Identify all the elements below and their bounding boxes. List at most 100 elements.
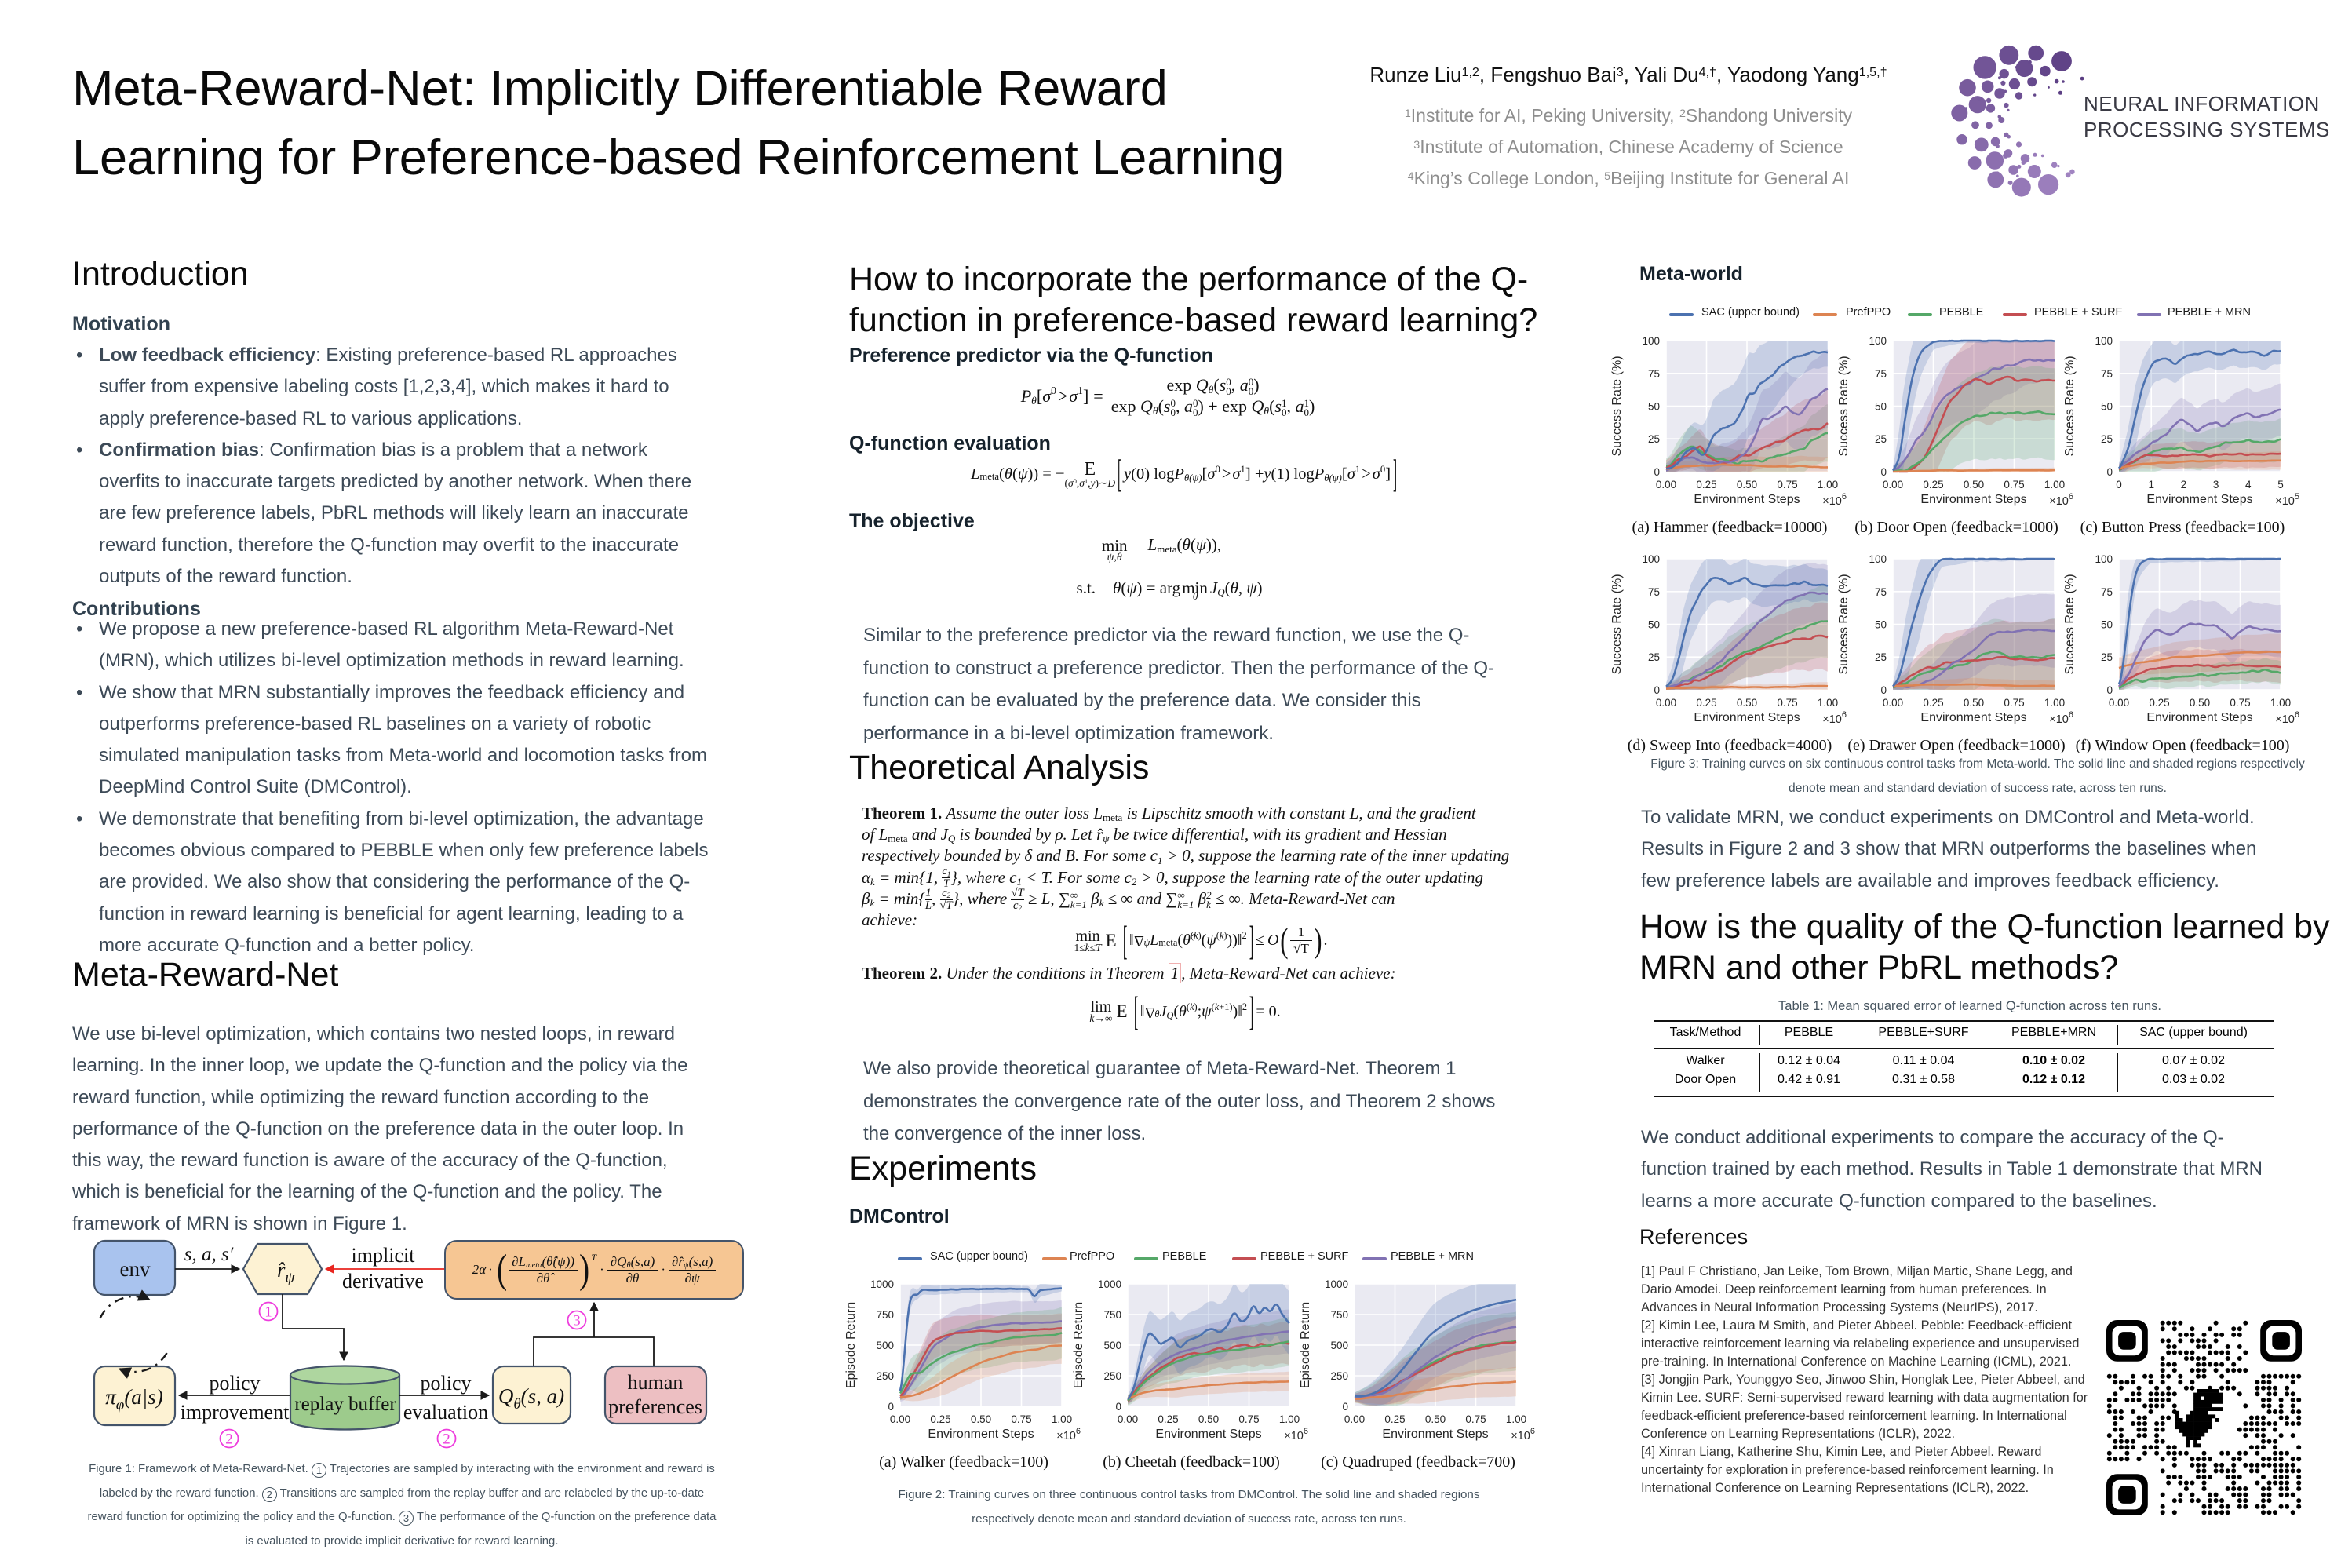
svg-text:1.00: 1.00: [1818, 479, 1838, 490]
svg-text:100: 100: [1869, 553, 1887, 565]
svg-text:×106: ×106: [2275, 710, 2299, 726]
svg-text:policy: policy: [421, 1372, 472, 1395]
svg-text:25: 25: [1648, 651, 1660, 663]
svg-text:0.00: 0.00: [1883, 479, 1903, 490]
svg-text:75: 75: [2101, 368, 2113, 380]
svg-text:0.75: 0.75: [1777, 697, 1797, 709]
svg-text:100: 100: [1642, 553, 1660, 565]
svg-text:500: 500: [1330, 1340, 1348, 1351]
svg-text:0: 0: [1880, 466, 1887, 478]
svg-text:×106: ×106: [1284, 1427, 1308, 1442]
svg-text:Success Rate (%): Success Rate (%): [1610, 356, 1624, 456]
svg-text:2: 2: [443, 1431, 450, 1448]
svg-text:Environment Steps: Environment Steps: [1920, 711, 2026, 724]
svg-text:25: 25: [2101, 651, 2113, 663]
svg-text:250: 250: [1103, 1370, 1121, 1382]
svg-text:0.25: 0.25: [1384, 1413, 1405, 1425]
svg-text:0.00: 0.00: [1656, 697, 1676, 709]
svg-text:0: 0: [1654, 684, 1660, 696]
svg-text:0.00: 0.00: [1656, 479, 1676, 490]
svg-text:0: 0: [2106, 684, 2113, 696]
svg-text:replay buffer: replay buffer: [294, 1394, 396, 1415]
svg-text:(d) Sweep Into (feedback=4000): (d) Sweep Into (feedback=4000): [1628, 737, 1832, 754]
svg-text:0.25: 0.25: [930, 1413, 950, 1425]
svg-text:Episode Return: Episode Return: [1072, 1302, 1085, 1388]
svg-text:0.00: 0.00: [890, 1413, 910, 1425]
svg-text:1: 1: [2148, 479, 2154, 490]
svg-text:derivative: derivative: [342, 1270, 424, 1293]
svg-text:50: 50: [1648, 619, 1660, 631]
svg-text:0.50: 0.50: [1737, 479, 1757, 490]
svg-text:0.25: 0.25: [1158, 1413, 1178, 1425]
svg-text:1.00: 1.00: [2044, 479, 2065, 490]
svg-text:human: human: [628, 1371, 684, 1394]
svg-text:75: 75: [1648, 368, 1660, 380]
svg-text:Success Rate (%): Success Rate (%): [1837, 356, 1851, 456]
svg-text:0: 0: [2106, 466, 2113, 478]
svg-text:75: 75: [2101, 586, 2113, 598]
svg-text:0.50: 0.50: [2190, 697, 2210, 709]
svg-text:25: 25: [1875, 433, 1887, 445]
svg-text:100: 100: [1642, 335, 1660, 347]
svg-text:0.50: 0.50: [1964, 697, 1984, 709]
svg-text:0: 0: [1880, 684, 1887, 696]
svg-text:policy: policy: [210, 1372, 261, 1395]
svg-text:2: 2: [225, 1431, 233, 1448]
svg-text:25: 25: [2101, 433, 2113, 445]
svg-text:Environment Steps: Environment Steps: [2146, 493, 2252, 506]
svg-text:×105: ×105: [2275, 492, 2299, 508]
svg-text:0.00: 0.00: [1118, 1413, 1138, 1425]
svg-text:(b) Cheetah (feedback=100): (b) Cheetah (feedback=100): [1103, 1453, 1280, 1471]
svg-text:Environment Steps: Environment Steps: [2146, 711, 2252, 724]
svg-text:50: 50: [1875, 401, 1887, 413]
svg-text:×106: ×106: [1056, 1427, 1081, 1442]
svg-text:Success Rate (%): Success Rate (%): [1837, 574, 1851, 674]
svg-text:0: 0: [1342, 1401, 1348, 1413]
svg-text:1.00: 1.00: [2044, 697, 2065, 709]
svg-text:0.50: 0.50: [1198, 1413, 1219, 1425]
svg-text:0.00: 0.00: [1883, 697, 1903, 709]
svg-text:(f) Window Open (feedback=100): (f) Window Open (feedback=100): [2076, 737, 2290, 754]
svg-text:1.00: 1.00: [1506, 1413, 1526, 1425]
svg-text:3: 3: [2213, 479, 2219, 490]
svg-text:1000: 1000: [1098, 1278, 1121, 1290]
svg-text:1: 1: [264, 1304, 272, 1321]
svg-text:50: 50: [2101, 401, 2113, 413]
svg-text:Success Rate (%): Success Rate (%): [1610, 574, 1624, 674]
svg-text:1.00: 1.00: [1052, 1413, 1072, 1425]
svg-text:Episode Return: Episode Return: [1299, 1302, 1312, 1388]
svg-text:100: 100: [1869, 335, 1887, 347]
svg-text:25: 25: [1875, 651, 1887, 663]
svg-text:Environment Steps: Environment Steps: [1694, 711, 1800, 724]
svg-text:0.25: 0.25: [1923, 697, 1943, 709]
svg-text:(a) Walker (feedback=100): (a) Walker (feedback=100): [879, 1453, 1048, 1471]
svg-text:50: 50: [2101, 619, 2113, 631]
svg-text:2: 2: [2181, 479, 2187, 490]
svg-text:1000: 1000: [1325, 1278, 1348, 1290]
svg-text:50: 50: [1648, 401, 1660, 413]
svg-text:×106: ×106: [1511, 1427, 1535, 1442]
svg-text:1.00: 1.00: [1279, 1413, 1300, 1425]
svg-text:4: 4: [2245, 479, 2252, 490]
svg-text:0: 0: [1115, 1401, 1121, 1413]
svg-text:Environment Steps: Environment Steps: [1155, 1428, 1261, 1441]
svg-text:Environment Steps: Environment Steps: [928, 1428, 1034, 1441]
svg-text:×106: ×106: [1822, 710, 1847, 726]
svg-text:Environment Steps: Environment Steps: [1920, 493, 2026, 506]
svg-text:env: env: [120, 1257, 151, 1281]
svg-text:(a) Hammer (feedback=10000): (a) Hammer (feedback=10000): [1632, 519, 1828, 536]
svg-text:×106: ×106: [2049, 710, 2073, 726]
svg-text:100: 100: [2095, 553, 2113, 565]
svg-text:(c) Button Press (feedback=100: (c) Button Press (feedback=100): [2080, 519, 2285, 536]
svg-text:750: 750: [1103, 1309, 1121, 1321]
svg-text:0: 0: [1654, 466, 1660, 478]
svg-text:750: 750: [876, 1309, 894, 1321]
svg-text:0.25: 0.25: [2149, 697, 2169, 709]
svg-text:0: 0: [888, 1401, 894, 1413]
svg-text:(b) Door Open (feedback=1000): (b) Door Open (feedback=1000): [1854, 519, 2058, 536]
svg-text:(e) Drawer Open (feedback=1000: (e) Drawer Open (feedback=1000): [1847, 737, 2065, 754]
svg-text:75: 75: [1875, 586, 1887, 598]
svg-text:0.00: 0.00: [2109, 697, 2129, 709]
svg-text:0: 0: [2116, 479, 2122, 490]
svg-text:0.50: 0.50: [1737, 697, 1757, 709]
